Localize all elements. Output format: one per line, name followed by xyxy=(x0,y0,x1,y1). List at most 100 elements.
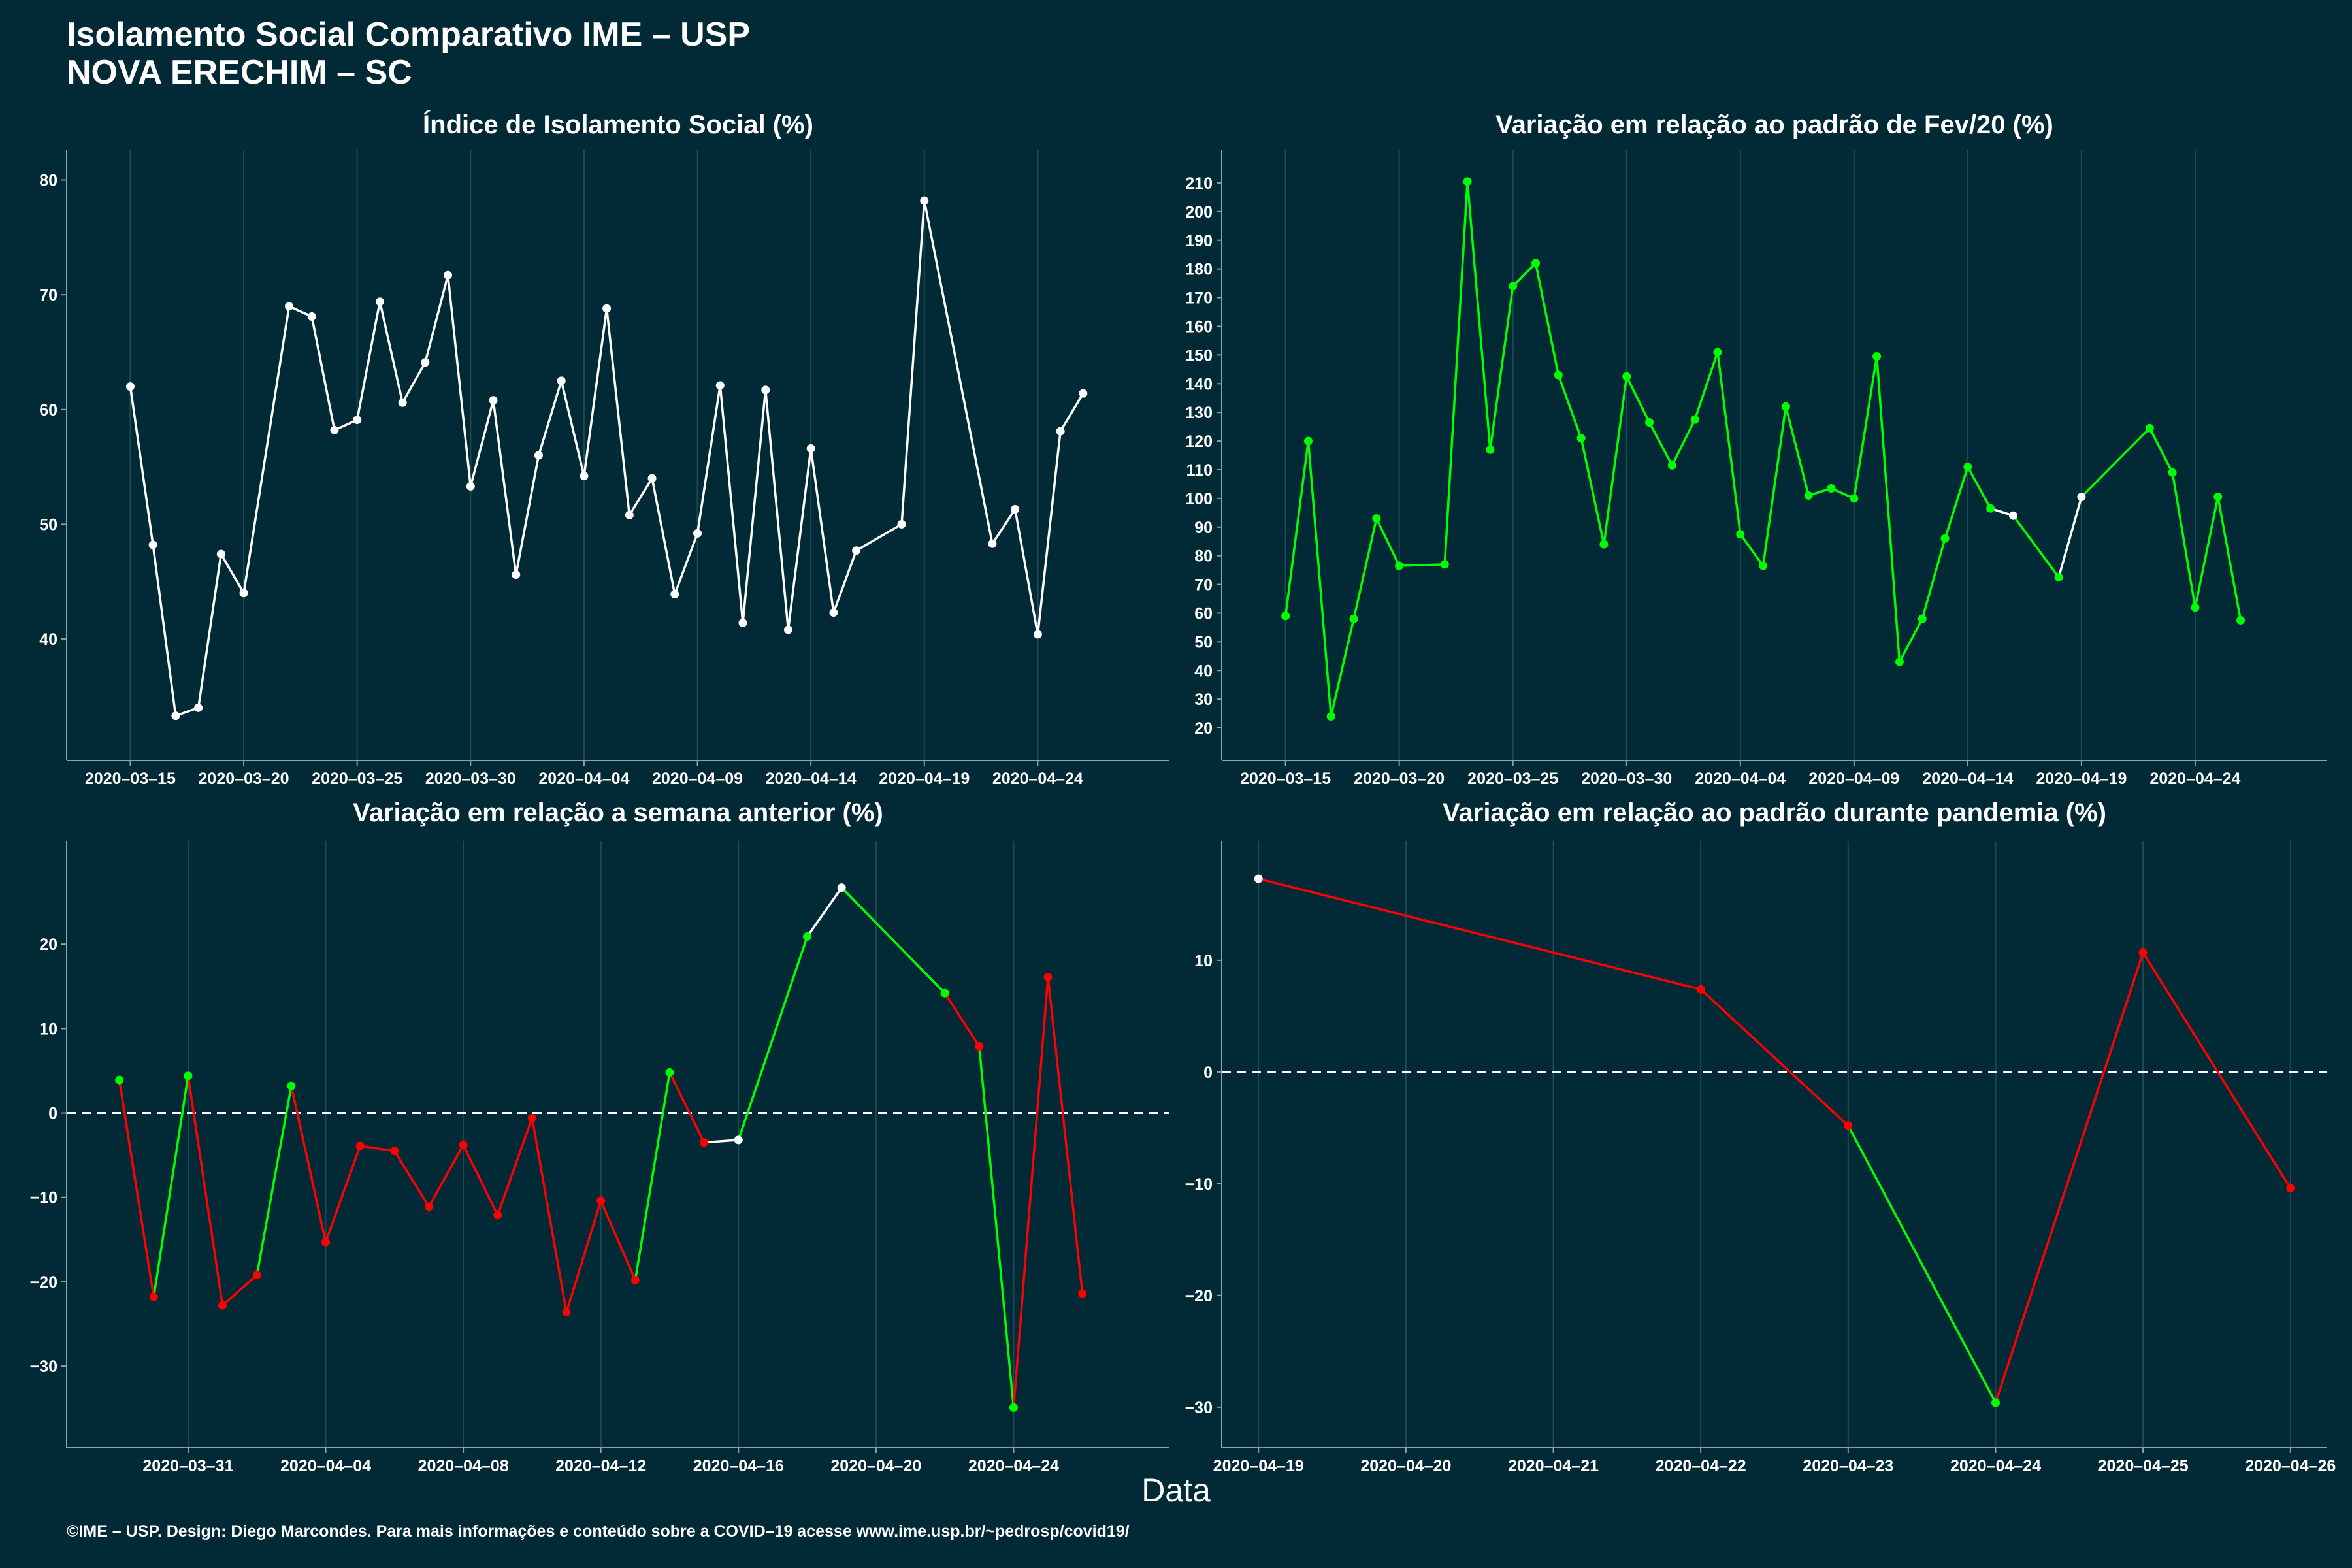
data-point xyxy=(1576,434,1586,443)
series-segment xyxy=(900,201,926,525)
y-tick-label: 80 xyxy=(39,172,57,190)
data-point xyxy=(1759,561,1768,570)
series-segment xyxy=(1603,376,1628,545)
series-segment xyxy=(674,532,699,595)
series-segment xyxy=(515,455,540,575)
series-segment xyxy=(628,478,653,516)
series-segment xyxy=(1284,440,1310,617)
y-tick-label: 100 xyxy=(1185,490,1213,508)
y-tick-label: 130 xyxy=(1185,404,1213,422)
data-point xyxy=(596,1196,606,1205)
y-tick-label: −30 xyxy=(30,1358,57,1376)
data-point xyxy=(459,1141,468,1150)
x-tick-label: 2020–04–09 xyxy=(1808,770,1899,788)
y-tick-label: −20 xyxy=(1185,1287,1213,1305)
series-segment xyxy=(446,275,472,487)
data-point xyxy=(2168,468,2177,477)
data-point xyxy=(625,510,634,519)
data-point xyxy=(489,396,498,405)
data-point xyxy=(307,312,316,321)
data-point xyxy=(1713,348,1722,357)
data-point xyxy=(1895,657,1904,666)
series-segment xyxy=(2148,427,2174,474)
y-tick-label: 180 xyxy=(1185,261,1213,279)
y-tick-label: 40 xyxy=(39,630,57,649)
chart-title: Variação em relação a semana anterior (%… xyxy=(353,798,883,827)
data-point xyxy=(803,932,812,941)
series-segment xyxy=(537,380,563,456)
data-point xyxy=(670,589,679,598)
x-axis-title: Data xyxy=(1141,1472,1211,1509)
series-segment xyxy=(1739,533,1765,567)
data-point xyxy=(1827,483,1836,493)
data-point xyxy=(444,270,453,280)
series-segment xyxy=(1352,518,1378,619)
x-tick-label: 2020–04–19 xyxy=(879,770,970,788)
series-segment xyxy=(497,1117,534,1216)
series-segment xyxy=(1307,440,1332,717)
x-tick-label: 2020–04–20 xyxy=(1360,1457,1451,1475)
x-tick-label: 2020–04–20 xyxy=(830,1457,921,1475)
series-segment xyxy=(469,400,495,487)
data-point xyxy=(693,529,702,538)
series-segment xyxy=(1853,356,1878,499)
data-point xyxy=(1963,463,1972,472)
data-point xyxy=(424,1202,433,1211)
series-segment xyxy=(1557,374,1582,439)
data-point xyxy=(1463,177,1472,186)
data-point xyxy=(355,1141,365,1151)
data-point xyxy=(1011,505,1020,514)
x-tick-label: 2020–04–22 xyxy=(1656,1457,1746,1475)
data-point xyxy=(1645,418,1654,427)
y-tick-label: 50 xyxy=(1194,633,1213,651)
series-segment xyxy=(1648,421,1673,466)
series-segment xyxy=(1399,563,1445,567)
series-segment xyxy=(2194,497,2219,608)
y-tick-label: 20 xyxy=(1194,719,1213,738)
y-tick-label: 30 xyxy=(1194,691,1213,709)
data-point xyxy=(2054,573,2063,582)
chart-title: Variação em relação ao padrão durante pa… xyxy=(1443,798,2106,827)
data-point xyxy=(1395,561,1404,570)
y-tick-label: 10 xyxy=(1194,952,1213,970)
series-segment xyxy=(719,385,744,623)
series-segment xyxy=(1625,376,1651,423)
data-point xyxy=(184,1071,193,1081)
data-point xyxy=(239,589,248,598)
data-point xyxy=(988,539,997,548)
data-point xyxy=(1991,1398,2000,1407)
y-tick-label: 60 xyxy=(39,401,57,419)
series-segment xyxy=(1967,466,1992,510)
x-tick-label: 2020–04–24 xyxy=(992,770,1083,788)
data-point xyxy=(829,608,838,617)
data-point xyxy=(806,444,815,453)
series-segment xyxy=(1466,181,1492,450)
data-point xyxy=(1736,530,1745,539)
series-segment xyxy=(1012,977,1049,1408)
series-segment xyxy=(1716,351,1742,534)
y-tick-label: 190 xyxy=(1185,232,1213,250)
x-tick-label: 2020–04–26 xyxy=(2245,1457,2336,1475)
series-segment xyxy=(2217,497,2242,621)
data-point xyxy=(715,381,725,390)
data-point xyxy=(1254,874,1263,883)
data-point xyxy=(1667,461,1676,470)
data-point xyxy=(665,1068,674,1077)
y-tick-label: −20 xyxy=(30,1273,57,1292)
data-point xyxy=(1509,282,1518,291)
data-point xyxy=(1043,973,1053,982)
series-segment xyxy=(1512,262,1537,287)
series-segment xyxy=(492,400,517,575)
y-tick-label: 10 xyxy=(39,1020,57,1038)
series-segment xyxy=(2171,472,2197,608)
data-point xyxy=(1440,560,1449,569)
data-point xyxy=(2286,1184,2295,1193)
series-segment xyxy=(634,1072,671,1281)
y-tick-label: 80 xyxy=(1194,547,1213,566)
data-point xyxy=(1986,504,1995,513)
series-segment xyxy=(809,448,835,613)
series-segment xyxy=(129,386,154,546)
data-point xyxy=(897,519,906,529)
data-point xyxy=(1918,614,1927,623)
series-segment xyxy=(737,936,809,1141)
